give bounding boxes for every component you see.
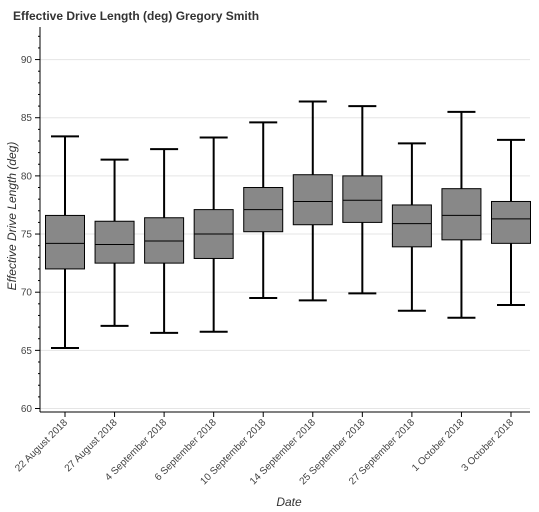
iqr-box	[491, 200, 531, 244]
box-9	[441, 110, 482, 319]
box-1	[45, 135, 85, 350]
iqr-box	[441, 188, 482, 241]
x-tick-label: 22 August 2018	[13, 417, 70, 474]
iqr-box	[342, 175, 383, 223]
y-tick-label: 75	[21, 230, 33, 241]
iqr-box	[144, 217, 185, 264]
chart-title: Effective Drive Length (deg) Gregory Smi…	[13, 9, 259, 23]
iqr-box	[292, 174, 333, 226]
box-4	[193, 136, 234, 333]
box-7	[342, 105, 383, 295]
y-axis-label: Effective Drive Length (deg)	[5, 142, 19, 291]
box-8	[391, 142, 432, 312]
box-3	[144, 148, 185, 334]
y-tick-label: 65	[21, 346, 33, 357]
boxes	[45, 100, 531, 350]
x-axis-label: Date	[276, 495, 302, 509]
y-tick-label: 85	[21, 113, 33, 124]
x-tick-label: 27 August 2018	[63, 417, 120, 474]
x-tick-label: 3 October 2018	[460, 417, 517, 474]
y-tick-label: 90	[21, 55, 33, 66]
iqr-box	[94, 220, 135, 264]
box-5	[243, 121, 284, 300]
box-2	[94, 158, 135, 327]
axes	[35, 27, 530, 417]
box-6	[292, 100, 333, 302]
box-10	[491, 138, 531, 306]
y-tick-label: 80	[21, 171, 33, 182]
y-tick-label: 70	[21, 288, 33, 299]
x-tick-label: 1 October 2018	[410, 417, 467, 474]
y-tick-label: 60	[21, 404, 33, 415]
iqr-box	[391, 204, 432, 248]
iqr-box	[45, 214, 85, 270]
